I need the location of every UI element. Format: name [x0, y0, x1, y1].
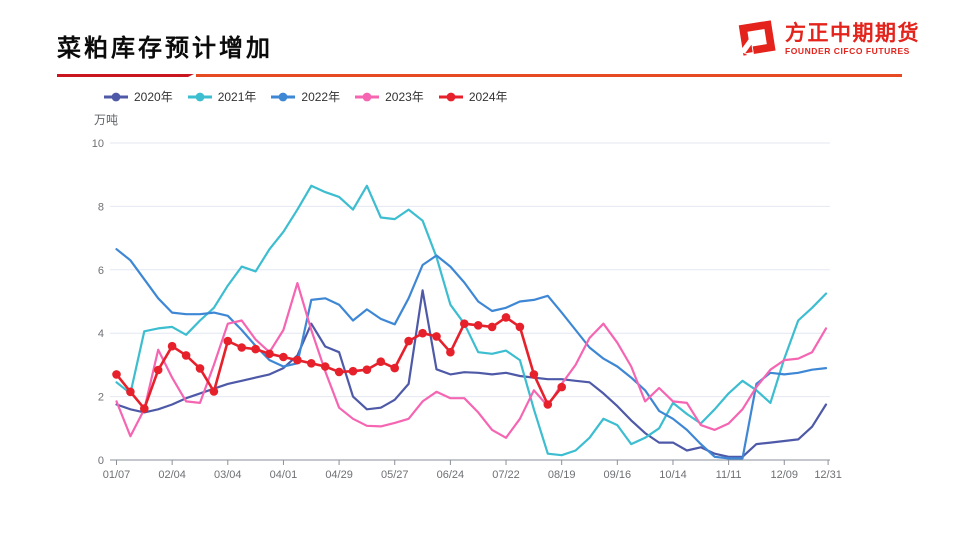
legend-item-label: 2023年 [385, 90, 424, 104]
data-point-marker [112, 370, 121, 379]
founder-logo-icon [736, 16, 778, 63]
x-tick-label: 12/31 [814, 469, 842, 481]
legend-line-dot-icon [104, 92, 128, 101]
data-point-marker [237, 343, 246, 352]
data-point-marker [126, 387, 135, 397]
logo-en-text: FOUNDER CIFCO FUTURES [785, 46, 910, 57]
legend-line-dot-icon [271, 92, 296, 101]
data-point-marker [362, 365, 372, 375]
y-axis-label: 6 [98, 265, 104, 277]
x-tick-label: 04/29 [325, 469, 353, 481]
x-tick-label: 11/11 [716, 469, 742, 481]
data-point-marker [390, 363, 400, 373]
x-tick-label: 07/22 [492, 469, 520, 481]
legend-item-2020年[interactable]: 2020年 [103, 88, 173, 105]
data-point-marker [501, 313, 511, 322]
x-tick-label: 10/14 [659, 469, 687, 481]
legend-item-2022年[interactable]: 2022年 [270, 88, 340, 105]
x-tick-label: 01/07 [103, 469, 131, 481]
underline-right-segment [196, 74, 902, 77]
page-title: 菜粕库存预计增加 [57, 33, 273, 62]
x-tick-label: 02/04 [158, 469, 186, 481]
y-axis-label: 8 [98, 201, 104, 213]
data-point-marker [167, 341, 177, 351]
data-point-marker [140, 404, 149, 413]
x-tick-label: 09/16 [604, 469, 632, 481]
legend-item-2021年[interactable]: 2021年 [187, 88, 257, 105]
data-point-marker [473, 321, 483, 330]
data-point-marker [181, 351, 191, 360]
legend-line-dot-icon [355, 92, 380, 101]
x-tick-label: 12/09 [770, 469, 798, 481]
x-tick-label: 05/27 [381, 469, 409, 481]
data-point-marker [279, 352, 288, 362]
data-point-marker [557, 382, 566, 392]
unit-label: 万吨 [94, 113, 119, 127]
x-tick-label: 08/19 [548, 469, 576, 481]
data-point-marker [334, 367, 344, 377]
data-point-marker [195, 364, 205, 373]
legend-item-label: 2021年 [217, 90, 257, 104]
data-point-marker [307, 359, 316, 368]
legend-item-label: 2022年 [301, 90, 341, 104]
data-point-marker [446, 347, 455, 357]
company-logo: 方正中期期货 FOUNDER CIFCO FUTURES [736, 16, 920, 63]
y-axis-label: 10 [92, 138, 104, 150]
series-line-2021年[interactable] [115, 184, 828, 457]
data-point-marker [432, 332, 441, 341]
y-axis-label: 0 [98, 455, 104, 467]
y-axis-label: 4 [98, 328, 104, 340]
data-point-marker [265, 349, 274, 359]
data-point-marker [251, 344, 260, 354]
logo-text: 方正中期期货 FOUNDER CIFCO FUTURES [785, 22, 920, 57]
data-point-marker [543, 400, 553, 409]
data-point-marker [376, 357, 386, 367]
x-tick-label: 03/04 [214, 469, 242, 481]
x-tick-label: 04/01 [270, 469, 298, 481]
title-underline [57, 74, 902, 77]
data-point-marker [153, 365, 163, 375]
data-point-marker [487, 322, 497, 332]
legend-line-dot-icon [438, 92, 463, 101]
data-point-marker [223, 336, 233, 346]
chart-legend: 2020年 2021年 2022年 2023年 2024年 [103, 88, 508, 105]
y-axis-label: 2 [98, 392, 104, 404]
legend-item-2024年[interactable]: 2024年 [438, 88, 508, 105]
data-point-marker [515, 322, 525, 332]
data-point-marker [293, 355, 302, 365]
underline-left-segment [57, 74, 194, 77]
legend-line-dot-icon [187, 92, 212, 101]
legend-item-label: 2024年 [468, 90, 508, 104]
data-point-marker [529, 370, 539, 379]
x-tick-label: 06/24 [437, 469, 465, 481]
legend-item-label: 2020年 [134, 90, 173, 104]
data-point-marker [418, 328, 427, 338]
data-point-marker [320, 362, 330, 371]
data-point-marker [404, 336, 413, 346]
data-point-marker [348, 366, 358, 376]
series-line-2023年[interactable] [115, 282, 828, 439]
data-point-marker [209, 387, 219, 396]
logo-cn-text: 方正中期期货 [785, 22, 920, 46]
legend-item-2023年[interactable]: 2023年 [354, 88, 424, 105]
data-point-marker [460, 319, 469, 329]
